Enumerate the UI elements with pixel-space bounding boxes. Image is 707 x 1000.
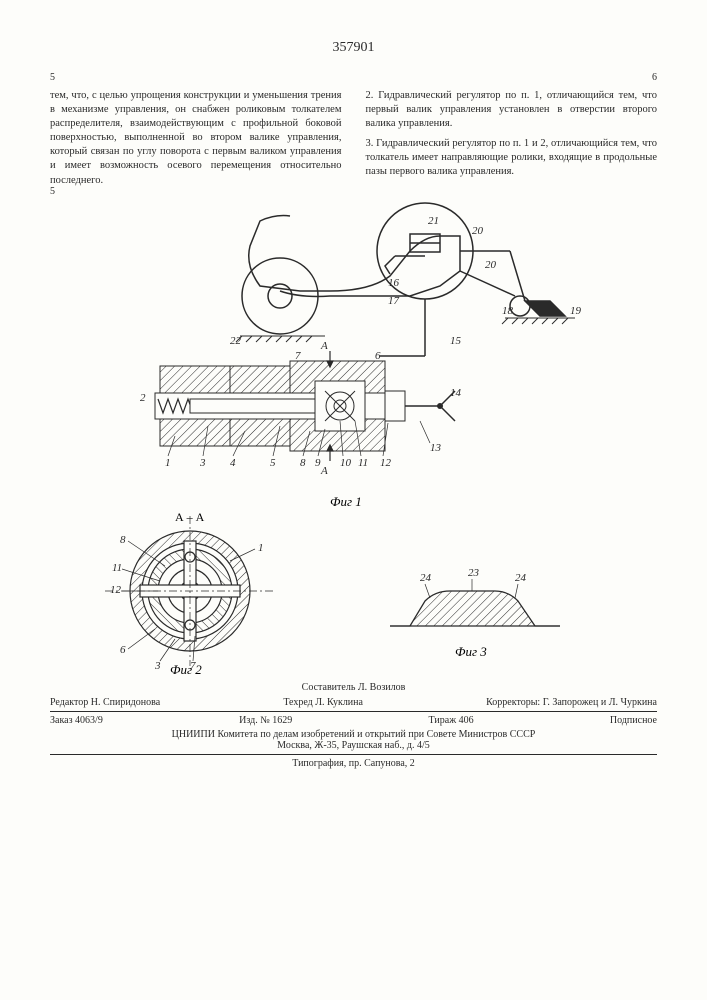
svg-text:15: 15 [450, 335, 462, 347]
svg-text:11: 11 [358, 457, 368, 469]
fig3-label: Фиг 3 [455, 644, 487, 659]
footer-org1: ЦНИИПИ Комитета по делам изобретений и о… [50, 729, 657, 740]
svg-text:20: 20 [485, 259, 497, 271]
fig2-group: А – А [105, 510, 275, 672]
col-num-6: 6 [366, 71, 658, 85]
footer-editor: Редактор Н. Спиридонова [50, 697, 160, 708]
svg-text:1: 1 [165, 457, 171, 469]
svg-text:4: 4 [230, 457, 236, 469]
left-paragraph: тем, что, с целью упрощения конструкции … [50, 89, 342, 188]
text-columns: 5 тем, что, с целью упрощения конструкци… [50, 71, 657, 188]
svg-text:6: 6 [120, 644, 126, 656]
svg-text:20: 20 [472, 225, 484, 237]
svg-text:7: 7 [295, 350, 301, 362]
footer-podpisnoe: Подписное [610, 715, 657, 726]
fig1-group: 21 20 20 16 17 18 19 22 15 [140, 203, 582, 477]
regulator-body: А 7 6 2 1 3 4 5 8 9 10 11 12 13 [140, 340, 462, 477]
svg-text:24: 24 [515, 572, 527, 584]
svg-text:3: 3 [199, 457, 206, 469]
svg-text:10: 10 [340, 457, 352, 469]
svg-text:6: 6 [375, 350, 381, 362]
svg-text:12: 12 [110, 584, 122, 596]
svg-text:23: 23 [468, 567, 480, 579]
svg-text:21: 21 [428, 215, 439, 227]
svg-text:13: 13 [430, 442, 442, 454]
svg-text:А: А [320, 465, 328, 477]
svg-text:19: 19 [570, 305, 582, 317]
right-paragraph-2: 3. Гидравлический регулятор по п. 1 и 2,… [366, 137, 658, 180]
footer-tirazh: Тираж 406 [429, 715, 474, 726]
fig2-label: Фиг 2 [170, 662, 202, 676]
footer-rule-2 [50, 754, 657, 755]
footer: Составитель Л. Возилов Редактор Н. Спири… [50, 682, 657, 769]
footer-org2: Москва, Ж-35, Раушская наб., д. 4/5 [50, 740, 657, 751]
right-paragraph-1: 2. Гидравлический регулятор по п. 1, отл… [366, 89, 658, 132]
svg-text:17: 17 [388, 295, 400, 307]
svg-text:8: 8 [120, 534, 126, 546]
svg-text:24: 24 [420, 572, 432, 584]
svg-text:8: 8 [300, 457, 306, 469]
patent-page: 357901 5 тем, что, с целью упрощения кон… [0, 0, 707, 1000]
footer-compiler: Составитель Л. Возилов [50, 682, 657, 693]
svg-text:14: 14 [450, 387, 462, 399]
left-column: 5 тем, что, с целью упрощения конструкци… [50, 71, 342, 188]
footer-print-info: Заказ 4063/9 Изд. № 1629 Тираж 406 Подпи… [50, 715, 657, 726]
footer-izd: Изд. № 1629 [239, 715, 292, 726]
footer-rule-1 [50, 711, 657, 712]
right-column: 6 2. Гидравлический регулятор по п. 1, о… [366, 71, 658, 188]
fig1-label: Фиг 1 [330, 494, 362, 509]
svg-text:16: 16 [388, 277, 400, 289]
footer-correctors: Корректоры: Г. Запорожец и Л. Чуркина [486, 697, 657, 708]
svg-text:18: 18 [502, 305, 514, 317]
svg-text:12: 12 [380, 457, 392, 469]
footer-order: Заказ 4063/9 [50, 715, 103, 726]
figures-area: 21 20 20 16 17 18 19 22 15 [50, 196, 657, 676]
figures-svg: 21 20 20 16 17 18 19 22 15 [50, 196, 657, 676]
svg-text:3: 3 [154, 660, 161, 672]
svg-text:А: А [320, 340, 328, 352]
svg-text:2: 2 [140, 392, 146, 404]
footer-techred: Техред Л. Куклина [283, 697, 363, 708]
tractor-outline [236, 203, 575, 356]
footer-typography: Типография, пр. Сапунова, 2 [50, 758, 657, 769]
fig3-group: 24 23 24 [390, 567, 560, 626]
svg-text:22: 22 [230, 335, 242, 347]
col-num-5: 5 [50, 71, 342, 85]
footer-credits: Редактор Н. Спиридонова Техред Л. Куклин… [50, 697, 657, 708]
svg-text:5: 5 [270, 457, 276, 469]
patent-number: 357901 [50, 40, 657, 56]
svg-text:11: 11 [112, 562, 122, 574]
svg-text:1: 1 [258, 542, 264, 554]
